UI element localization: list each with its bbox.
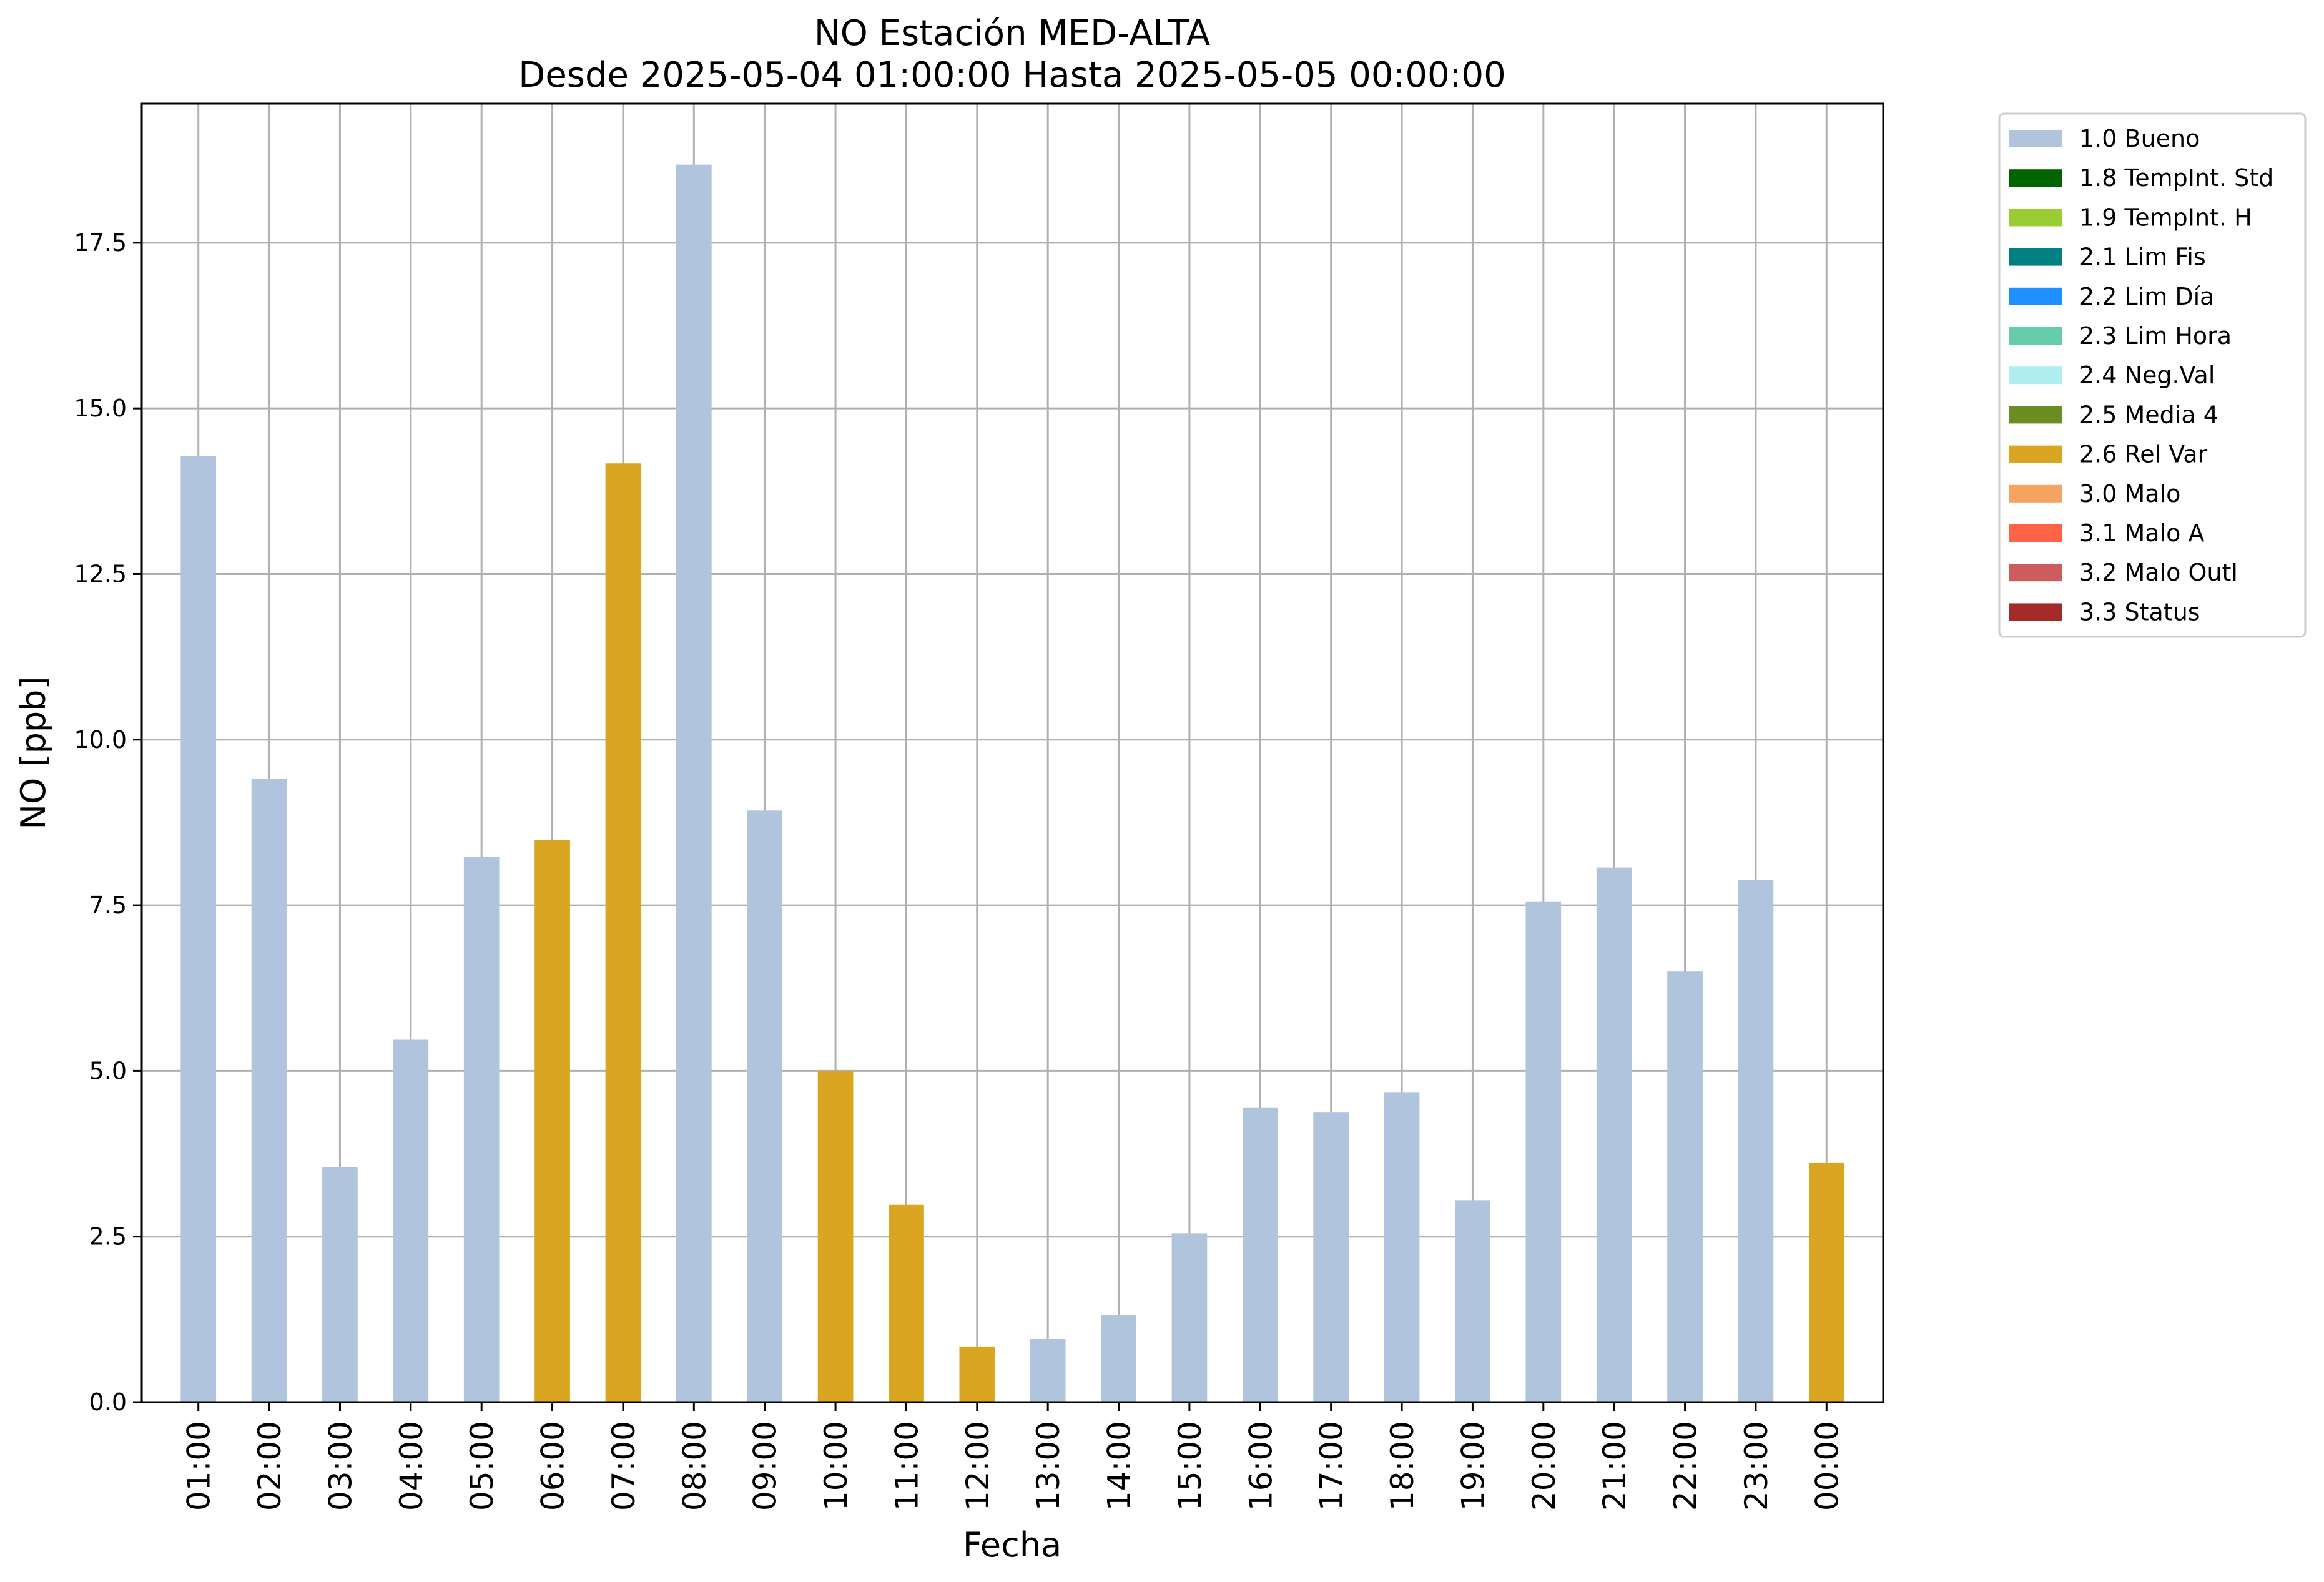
x-axis-ticks: 01:00 02:00 03:00 04:00 05:00 06:00 07:00 08:00… [181,1402,1845,1511]
x-tick-label: 14:00 [1101,1421,1138,1511]
bar-1200 [959,1346,995,1402]
legend-entry: 2.3 Lim Hora [2079,322,2232,350]
legend-entry: 1.9 TempInt. H [2079,204,2252,231]
bar-1600 [1242,1107,1278,1402]
x-tick-label: 04:00 [393,1421,430,1511]
x-tick-label: 09:00 [747,1421,784,1511]
legend-swatch [2009,209,2062,227]
x-tick-label: 15:00 [1172,1421,1208,1511]
x-tick-label: 21:00 [1597,1421,1633,1511]
legend-entry: 2.4 Neg.Val [2079,361,2215,389]
legend-swatch [2009,287,2062,305]
legend-entry: 3.2 Malo Outl [2079,559,2238,586]
x-tick-label: 03:00 [322,1421,358,1511]
bars [180,164,1844,1402]
bar-2100 [1596,867,1632,1402]
legend-swatch [2009,524,2062,542]
y-axis-label: NO [ppb] [14,676,53,829]
legend-entry: 2.2 Lim Día [2079,283,2214,310]
bar-2200 [1667,971,1703,1402]
bar-1000 [817,1071,854,1402]
bar-0000 [1808,1162,1844,1402]
bar-2000 [1525,901,1562,1402]
bar-1900 [1455,1200,1490,1402]
y-tick-label: 17.5 [74,229,127,257]
x-tick-label: 07:00 [606,1421,642,1511]
legend-swatch [2009,327,2062,345]
x-tick-label: 01:00 [181,1421,217,1511]
bar-1300 [1030,1339,1066,1402]
legend-entry: 1.0 Bueno [2079,125,2200,152]
bar-0300 [322,1167,358,1402]
bar-2300 [1738,880,1774,1402]
legend-entry: 3.1 Malo A [2079,519,2204,547]
legend: 1.0 Bueno 1.8 TempInt. Std 1.9 TempInt. H 2… [1998,112,2307,638]
x-tick-label: 02:00 [252,1421,288,1511]
x-tick-label: 16:00 [1243,1421,1279,1511]
x-tick-label: 20:00 [1526,1421,1562,1511]
bar-0600 [534,840,570,1402]
y-axis-ticks: 0.0 2.5 5.0 7.5 10.0 12.5 15.0 17.5 [74,229,142,1416]
legend-entry: 2.5 Media 4 [2079,401,2218,428]
x-tick-label: 17:00 [1314,1421,1350,1511]
bar-1400 [1101,1315,1136,1402]
x-tick-label: 23:00 [1738,1421,1775,1511]
legend-swatch [2009,169,2062,187]
x-tick-label: 18:00 [1384,1421,1420,1511]
x-tick-label: 22:00 [1668,1421,1704,1511]
x-tick-label: 11:00 [889,1421,925,1511]
bar-0200 [251,779,287,1402]
y-tick-label: 2.5 [89,1223,127,1250]
chart-title: NO Estación MED-ALTA [814,13,1210,54]
bar-1100 [889,1204,924,1402]
y-tick-label: 5.0 [89,1057,127,1084]
bar-0400 [393,1039,429,1402]
x-tick-label: 06:00 [535,1421,571,1511]
legend-swatch [2009,366,2062,385]
bar-0800 [676,164,712,1402]
bar-0700 [605,463,641,1402]
legend-swatch [2009,406,2062,424]
legend-box [1998,112,2307,638]
legend-swatch [2009,564,2062,582]
y-tick-label: 12.5 [74,560,127,587]
x-tick-label: 05:00 [464,1421,500,1511]
legend-entry: 2.1 Lim Fis [2079,243,2206,271]
plot-frame [140,102,1884,1403]
y-tick-label: 7.5 [89,892,127,919]
bar-0500 [463,857,500,1402]
x-axis-label: Fecha [963,1525,1061,1565]
bar-0900 [747,810,783,1402]
legend-entry: 1.8 TempInt. Std [2079,164,2273,192]
legend-swatch [2009,130,2062,147]
legend-entry: 2.6 Rel Var [2079,441,2208,468]
bar-1500 [1171,1233,1208,1402]
y-tick-label: 0.0 [89,1388,127,1416]
legend-swatch [2009,445,2062,463]
legend-swatch [2009,484,2062,503]
x-tick-label: 13:00 [1030,1421,1066,1511]
legend-swatch [2009,603,2062,621]
x-tick-label: 19:00 [1455,1421,1491,1511]
legend-swatch [2009,248,2062,266]
bar-1700 [1313,1112,1349,1402]
legend-entry: 3.0 Malo [2079,480,2180,508]
x-tick-label: 10:00 [818,1421,854,1511]
y-tick-label: 15.0 [74,395,127,422]
legend-entry: 3.3 Status [2079,598,2200,626]
bar-1800 [1384,1092,1420,1402]
y-tick-label: 10.0 [74,726,127,754]
x-tick-label: 00:00 [1809,1421,1845,1511]
x-tick-label: 12:00 [960,1421,996,1511]
chart-subtitle: Desde 2025-05-04 01:00:00 Hasta 2025-05-… [518,55,1506,96]
bar-0100 [180,456,217,1402]
x-tick-label: 08:00 [676,1421,712,1511]
